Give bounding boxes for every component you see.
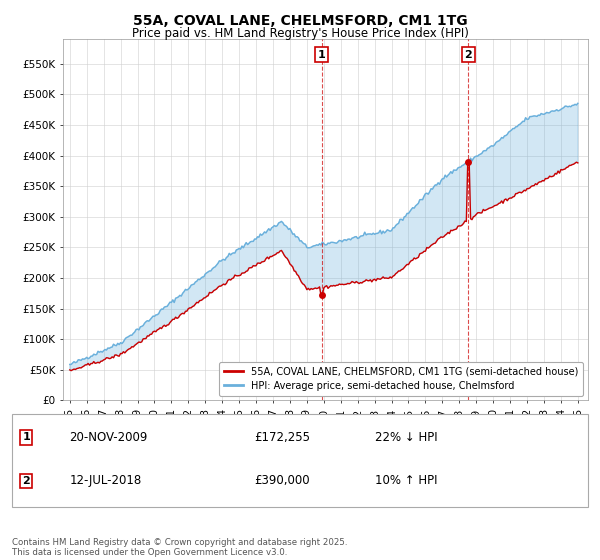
Text: 1: 1 <box>318 49 326 59</box>
Text: Contains HM Land Registry data © Crown copyright and database right 2025.
This d: Contains HM Land Registry data © Crown c… <box>12 538 347 557</box>
Text: 2: 2 <box>23 476 30 486</box>
Text: 12-JUL-2018: 12-JUL-2018 <box>70 474 142 487</box>
Text: 20-NOV-2009: 20-NOV-2009 <box>70 431 148 444</box>
Text: 1: 1 <box>23 432 30 442</box>
Text: 55A, COVAL LANE, CHELMSFORD, CM1 1TG: 55A, COVAL LANE, CHELMSFORD, CM1 1TG <box>133 14 467 28</box>
Text: 22% ↓ HPI: 22% ↓ HPI <box>375 431 437 444</box>
Text: Price paid vs. HM Land Registry's House Price Index (HPI): Price paid vs. HM Land Registry's House … <box>131 27 469 40</box>
Legend: 55A, COVAL LANE, CHELMSFORD, CM1 1TG (semi-detached house), HPI: Average price, : 55A, COVAL LANE, CHELMSFORD, CM1 1TG (se… <box>219 362 583 395</box>
FancyBboxPatch shape <box>12 414 588 507</box>
Text: 10% ↑ HPI: 10% ↑ HPI <box>375 474 437 487</box>
Text: £390,000: £390,000 <box>254 474 310 487</box>
Text: 2: 2 <box>464 49 472 59</box>
Text: £172,255: £172,255 <box>254 431 310 444</box>
